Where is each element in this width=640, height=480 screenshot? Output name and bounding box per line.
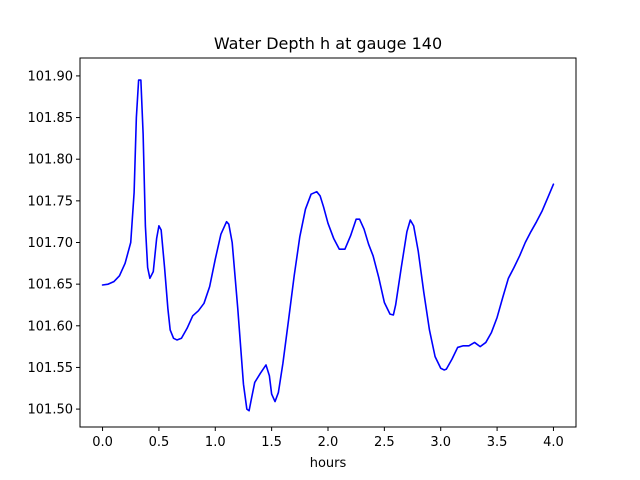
chart-title: Water Depth h at gauge 140	[214, 34, 442, 53]
y-tick-label: 101.60	[28, 319, 74, 334]
x-tick-label: 4.0	[543, 435, 564, 450]
y-tick-label: 101.80	[28, 153, 74, 168]
y-tick-label: 101.55	[28, 361, 74, 376]
x-axis: 0.0 0.5 1.0 1.5 2.0 2.5 3.0 3.5 4.0	[92, 427, 564, 450]
y-tick-label: 101.50	[28, 403, 74, 418]
y-tick-label: 101.65	[28, 278, 74, 293]
x-tick-label: 2.0	[318, 435, 339, 450]
series-line-0	[101, 79, 555, 412]
series-layer	[101, 79, 555, 412]
x-tick-label: 0.5	[149, 435, 170, 450]
x-tick-label: 3.0	[430, 435, 451, 450]
y-tick-label: 101.90	[28, 69, 74, 84]
x-tick-label: 1.0	[205, 435, 226, 450]
y-tick-label: 101.85	[28, 111, 74, 126]
x-axis-label: hours	[310, 456, 347, 471]
y-tick-label: 101.70	[28, 236, 74, 251]
y-tick-label: 101.75	[28, 194, 74, 209]
x-tick-label: 3.5	[487, 435, 508, 450]
x-tick-label: 1.5	[261, 435, 282, 450]
x-tick-label: 0.0	[92, 435, 113, 450]
x-tick-label: 2.5	[374, 435, 395, 450]
y-axis: 101.50 101.55 101.60 101.65 101.70 101.75 101.…	[28, 69, 80, 418]
